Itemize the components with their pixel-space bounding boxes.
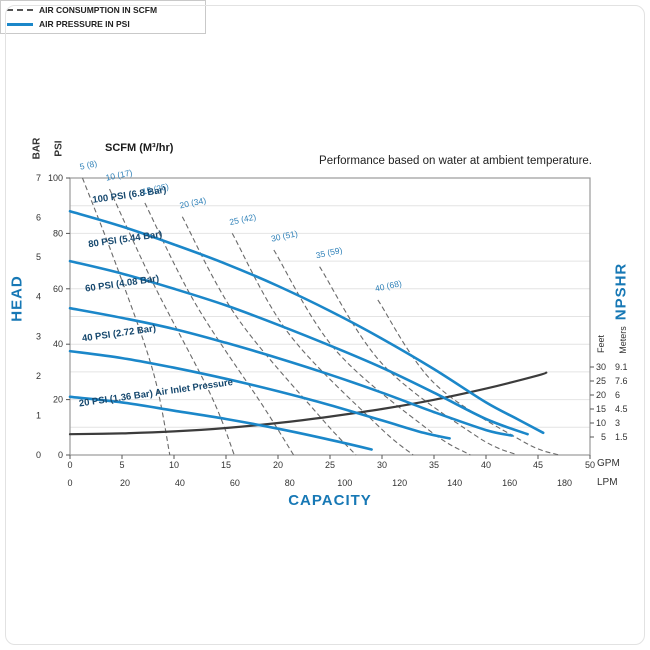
lpm-tick-label: 140	[447, 478, 462, 488]
bar-tick-label: 7	[36, 173, 41, 183]
air-consumption-curve	[377, 299, 559, 456]
feet-tick-label: 10	[596, 418, 606, 428]
feet-tick-label: 20	[596, 390, 606, 400]
pressure-curve-label: 40 PSI (2.72 Bar)	[81, 323, 156, 344]
chart-note: Performance based on water at ambient te…	[319, 155, 592, 167]
psi-tick-label: 0	[58, 450, 63, 460]
meters-tick-label: 7.6	[615, 376, 628, 386]
bar-tick-label: 6	[36, 213, 41, 223]
lpm-tick-label: 0	[67, 478, 72, 488]
gpm-tick-label: 35	[429, 460, 439, 470]
pressure-curve-label: 100 PSI (6.8 Bar)	[92, 185, 167, 206]
capacity-axis-title: CAPACITY	[288, 492, 372, 509]
air-pressure-curve	[68, 349, 451, 440]
gpm-tick-label: 45	[533, 460, 543, 470]
legend-air-consumption-label: AIR CONSUMPTION IN SCFM	[39, 5, 158, 15]
bar-tick-label: 5	[36, 252, 41, 262]
solid-line-swatch	[7, 22, 33, 26]
meters-tick-label: 6	[615, 390, 620, 400]
bar-tick-label: 2	[36, 371, 41, 381]
meters-tick-label: 9.1	[615, 362, 628, 372]
bar-tick-label: 3	[36, 331, 41, 341]
lpm-tick-label: 80	[285, 478, 295, 488]
legend-row-air-consumption: AIR CONSUMPTION IN SCFM	[7, 5, 199, 15]
scfm-curve-label: 10 (17)	[105, 167, 134, 182]
air-pressure-curve	[68, 209, 545, 435]
air-pressure-curve	[68, 395, 373, 451]
bar-tick-label: 1	[36, 410, 41, 420]
air-consumption-curve	[273, 249, 471, 456]
lpm-tick-label: 100	[337, 478, 352, 488]
psi-tick-label: 80	[53, 228, 63, 238]
scfm-curve-label: 20 (34)	[179, 195, 208, 210]
air-pressure-curve	[68, 259, 529, 436]
air-consumption-curve	[81, 177, 171, 456]
gpm-tick-label: 25	[325, 460, 335, 470]
lpm-tick-label: 60	[230, 478, 240, 488]
gpm-tick-label: 0	[67, 460, 72, 470]
feet-tick-label: 5	[601, 432, 606, 442]
meters-tick-label: 3	[615, 418, 620, 428]
feet-tick-label: 15	[596, 404, 606, 414]
scfm-axis-header: SCFM (M³/hr)	[105, 142, 174, 154]
legend-air-pressure-label: AIR PRESSURE IN PSI	[39, 19, 130, 29]
meters-tick-label: 4.5	[615, 404, 628, 414]
pressure-curve-label: 80 PSI (5.44 Bar)	[88, 229, 163, 250]
npshr-curve	[68, 371, 548, 436]
psi-tick-label: 60	[53, 284, 63, 294]
feet-tick-label: 30	[596, 362, 606, 372]
gpm-tick-label: 40	[481, 460, 491, 470]
scfm-curve-label: 30 (51)	[270, 228, 299, 243]
gpm-tick-label: 50	[585, 460, 595, 470]
meters-tick-label: 1.5	[615, 432, 628, 442]
lpm-tick-label: 40	[175, 478, 185, 488]
lpm-tick-label: 160	[502, 478, 517, 488]
gpm-tick-label: 10	[169, 460, 179, 470]
dashed-line-swatch	[7, 9, 33, 11]
feet-tick-label: 25	[596, 376, 606, 386]
bar-tick-label: 0	[36, 450, 41, 460]
gpm-tick-label: 30	[377, 460, 387, 470]
air-consumption-curve	[181, 216, 357, 456]
lpm-tick-label: 120	[392, 478, 407, 488]
gpm-tick-label: 20	[273, 460, 283, 470]
air-pressure-curve	[68, 306, 514, 437]
scfm-curve-label: 25 (42)	[228, 212, 257, 227]
bar-tick-label: 4	[36, 292, 41, 302]
psi-tick-label: 100	[48, 173, 63, 183]
scfm-curve-label: 40 (68)	[374, 278, 403, 293]
gpm-tick-label: 5	[119, 460, 124, 470]
scfm-curve-label: 35 (59)	[315, 245, 344, 260]
gpm-tick-label: 15	[221, 460, 231, 470]
gpm-axis-unit-label: GPM	[597, 458, 620, 469]
lpm-tick-label: 180	[557, 478, 572, 488]
lpm-axis-unit-label: LPM	[597, 477, 618, 488]
lpm-tick-label: 20	[120, 478, 130, 488]
air-consumption-curve	[144, 202, 295, 456]
legend-row-air-pressure: AIR PRESSURE IN PSI	[7, 19, 199, 29]
psi-tick-label: 40	[53, 339, 63, 349]
psi-tick-label: 20	[53, 395, 63, 405]
scfm-curve-label: 5 (8)	[79, 158, 98, 171]
pressure-curve-label: 60 PSI (4.08 Bar)	[84, 273, 159, 294]
air-consumption-curve	[319, 266, 518, 456]
image-frame	[5, 5, 645, 645]
